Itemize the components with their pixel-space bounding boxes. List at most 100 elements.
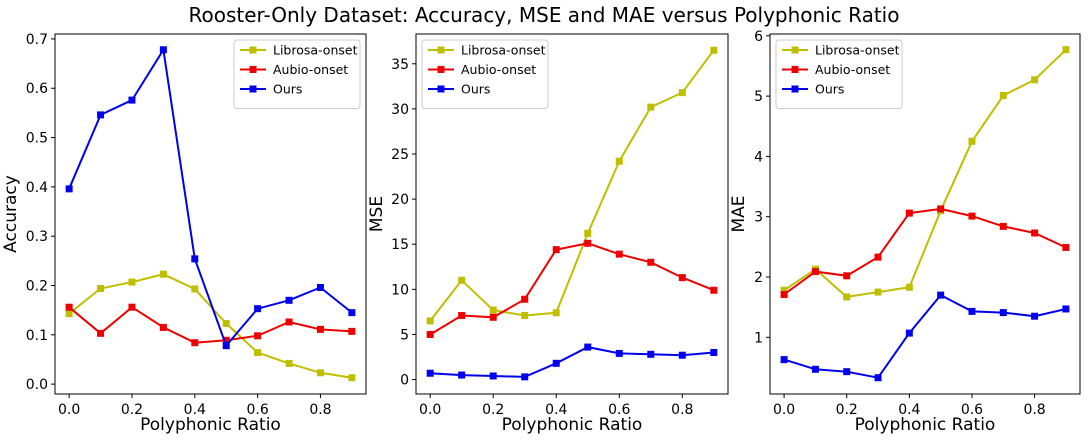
data-point-librosa-onset [458,276,466,284]
chart-panel-mae: 0.0 0.2 0.4 0.6 0.8 1 2 3 4 5 6 Polyphonic Ratio MAE… [729,29,1081,435]
y-tick-label: 25 [391,147,409,163]
legend-entry: Ours [815,82,844,97]
series-line-aubio-onset [68,305,352,344]
data-point-librosa-onset [1062,46,1070,54]
y-tick-label: 10 [391,282,409,298]
data-point-ours [678,351,686,359]
data-point-librosa-onset [128,278,136,286]
y-tick-label: 5 [754,89,763,105]
y-tick-label: 0.0 [26,377,48,393]
y-tick-label: 15 [391,237,409,253]
data-point-aubio-onset [254,332,262,340]
data-point-aubio-onset [1031,229,1039,237]
data-point-ours [348,309,356,317]
chart-panel-accuracy: 0.0 0.2 0.4 0.6 0.8 0.0 0.1 0.2 0.3 0.4 0.5 0.6 0.7 P… [1,32,367,435]
y-tick-label: 0.3 [26,229,48,245]
legend-entry: Librosa-onset [461,43,546,58]
x-tick-label: 0.4 [898,402,920,418]
data-point-librosa-onset [968,137,976,145]
data-point-librosa-onset [159,270,167,278]
x-tick-label: 0.6 [246,402,268,418]
data-point-ours [615,349,623,357]
data-point-librosa-onset [348,374,356,382]
legend-entry: Ours [461,82,490,97]
axes-frame [769,33,1081,395]
data-point-librosa-onset [552,309,560,317]
data-point-librosa-onset [426,317,434,325]
x-axis-label: Polyphonic Ratio [140,415,281,435]
y-tick-label: 20 [391,192,409,208]
series-line-librosa-onset [68,273,353,379]
x-tick-label: 0.2 [836,402,858,418]
data-point-librosa-onset [843,293,851,301]
data-point-ours [843,368,851,376]
data-point-librosa-onset [678,89,686,97]
data-point-librosa-onset [1031,76,1039,84]
legend-swatch-marker [249,85,257,93]
legend-swatch-marker [437,46,445,54]
data-point-librosa-onset [191,285,199,293]
x-tick-label: 0.8 [309,402,331,418]
data-point-aubio-onset [97,329,105,337]
series-line-ours [430,346,714,378]
y-tick-label: 0.6 [26,81,48,97]
data-point-ours [710,348,718,356]
y-axis-label: Accuracy [1,175,21,253]
y-tick-label: 3 [754,210,763,226]
data-point-ours [426,369,434,377]
data-point-librosa-onset [521,312,529,320]
data-point-ours [191,255,199,263]
data-point-librosa-onset [647,103,655,111]
x-axis-label: Polyphonic Ratio [855,415,996,435]
legend-box [421,39,549,109]
y-tick-label: 5 [400,327,409,343]
y-tick-label: 1 [754,330,763,346]
figure-title: Rooster-Only Dataset: Accuracy, MSE and … [188,3,900,27]
legend-box [233,39,361,109]
x-tick-label: 0.8 [1023,402,1045,418]
x-tick-label: 0.0 [419,402,441,418]
data-point-ours [254,305,262,313]
legend-entry: Librosa-onset [815,43,900,58]
legend-swatch-marker [437,85,445,93]
y-tick-label: 30 [391,102,409,118]
legend-swatch-marker [791,46,799,54]
y-tick-label: 0.5 [26,131,48,147]
data-point-aubio-onset [348,327,356,335]
y-tick-label: 0.4 [26,180,48,196]
series-line-ours [68,46,353,348]
data-point-librosa-onset [584,229,592,237]
data-point-ours [65,185,73,193]
data-point-librosa-onset [254,349,262,357]
y-tick-label: 0.7 [26,32,48,48]
data-point-ours [584,343,592,351]
data-point-librosa-onset [222,319,230,327]
data-point-ours [489,372,497,380]
axes-frame [54,33,367,395]
data-point-aubio-onset [285,318,293,326]
data-point-aubio-onset [584,239,592,247]
legend: Librosa-onset Aubio-onset Ours [421,39,549,109]
x-tick-label: 0.0 [58,402,80,418]
data-point-aubio-onset [937,205,945,213]
data-point-librosa-onset [710,46,718,54]
y-tick-label: 0.1 [26,328,48,344]
y-tick-label: 6 [754,29,763,45]
data-point-ours [780,356,788,364]
data-point-ours [97,111,105,119]
y-tick-label: 35 [391,57,409,73]
data-point-aubio-onset [426,330,434,338]
data-point-librosa-onset [905,283,913,291]
data-point-librosa-onset [97,284,105,292]
series-line-aubio-onset [429,242,715,336]
data-point-aubio-onset [489,313,497,321]
data-point-ours [458,371,466,379]
data-point-aubio-onset [710,286,718,294]
x-tick-label: 0.4 [184,402,206,418]
series-line-aubio-onset [783,207,1067,296]
data-point-librosa-onset [615,157,623,165]
data-point-ours [316,283,324,291]
data-point-ours [1062,305,1070,313]
y-tick-label: 0 [400,373,409,389]
